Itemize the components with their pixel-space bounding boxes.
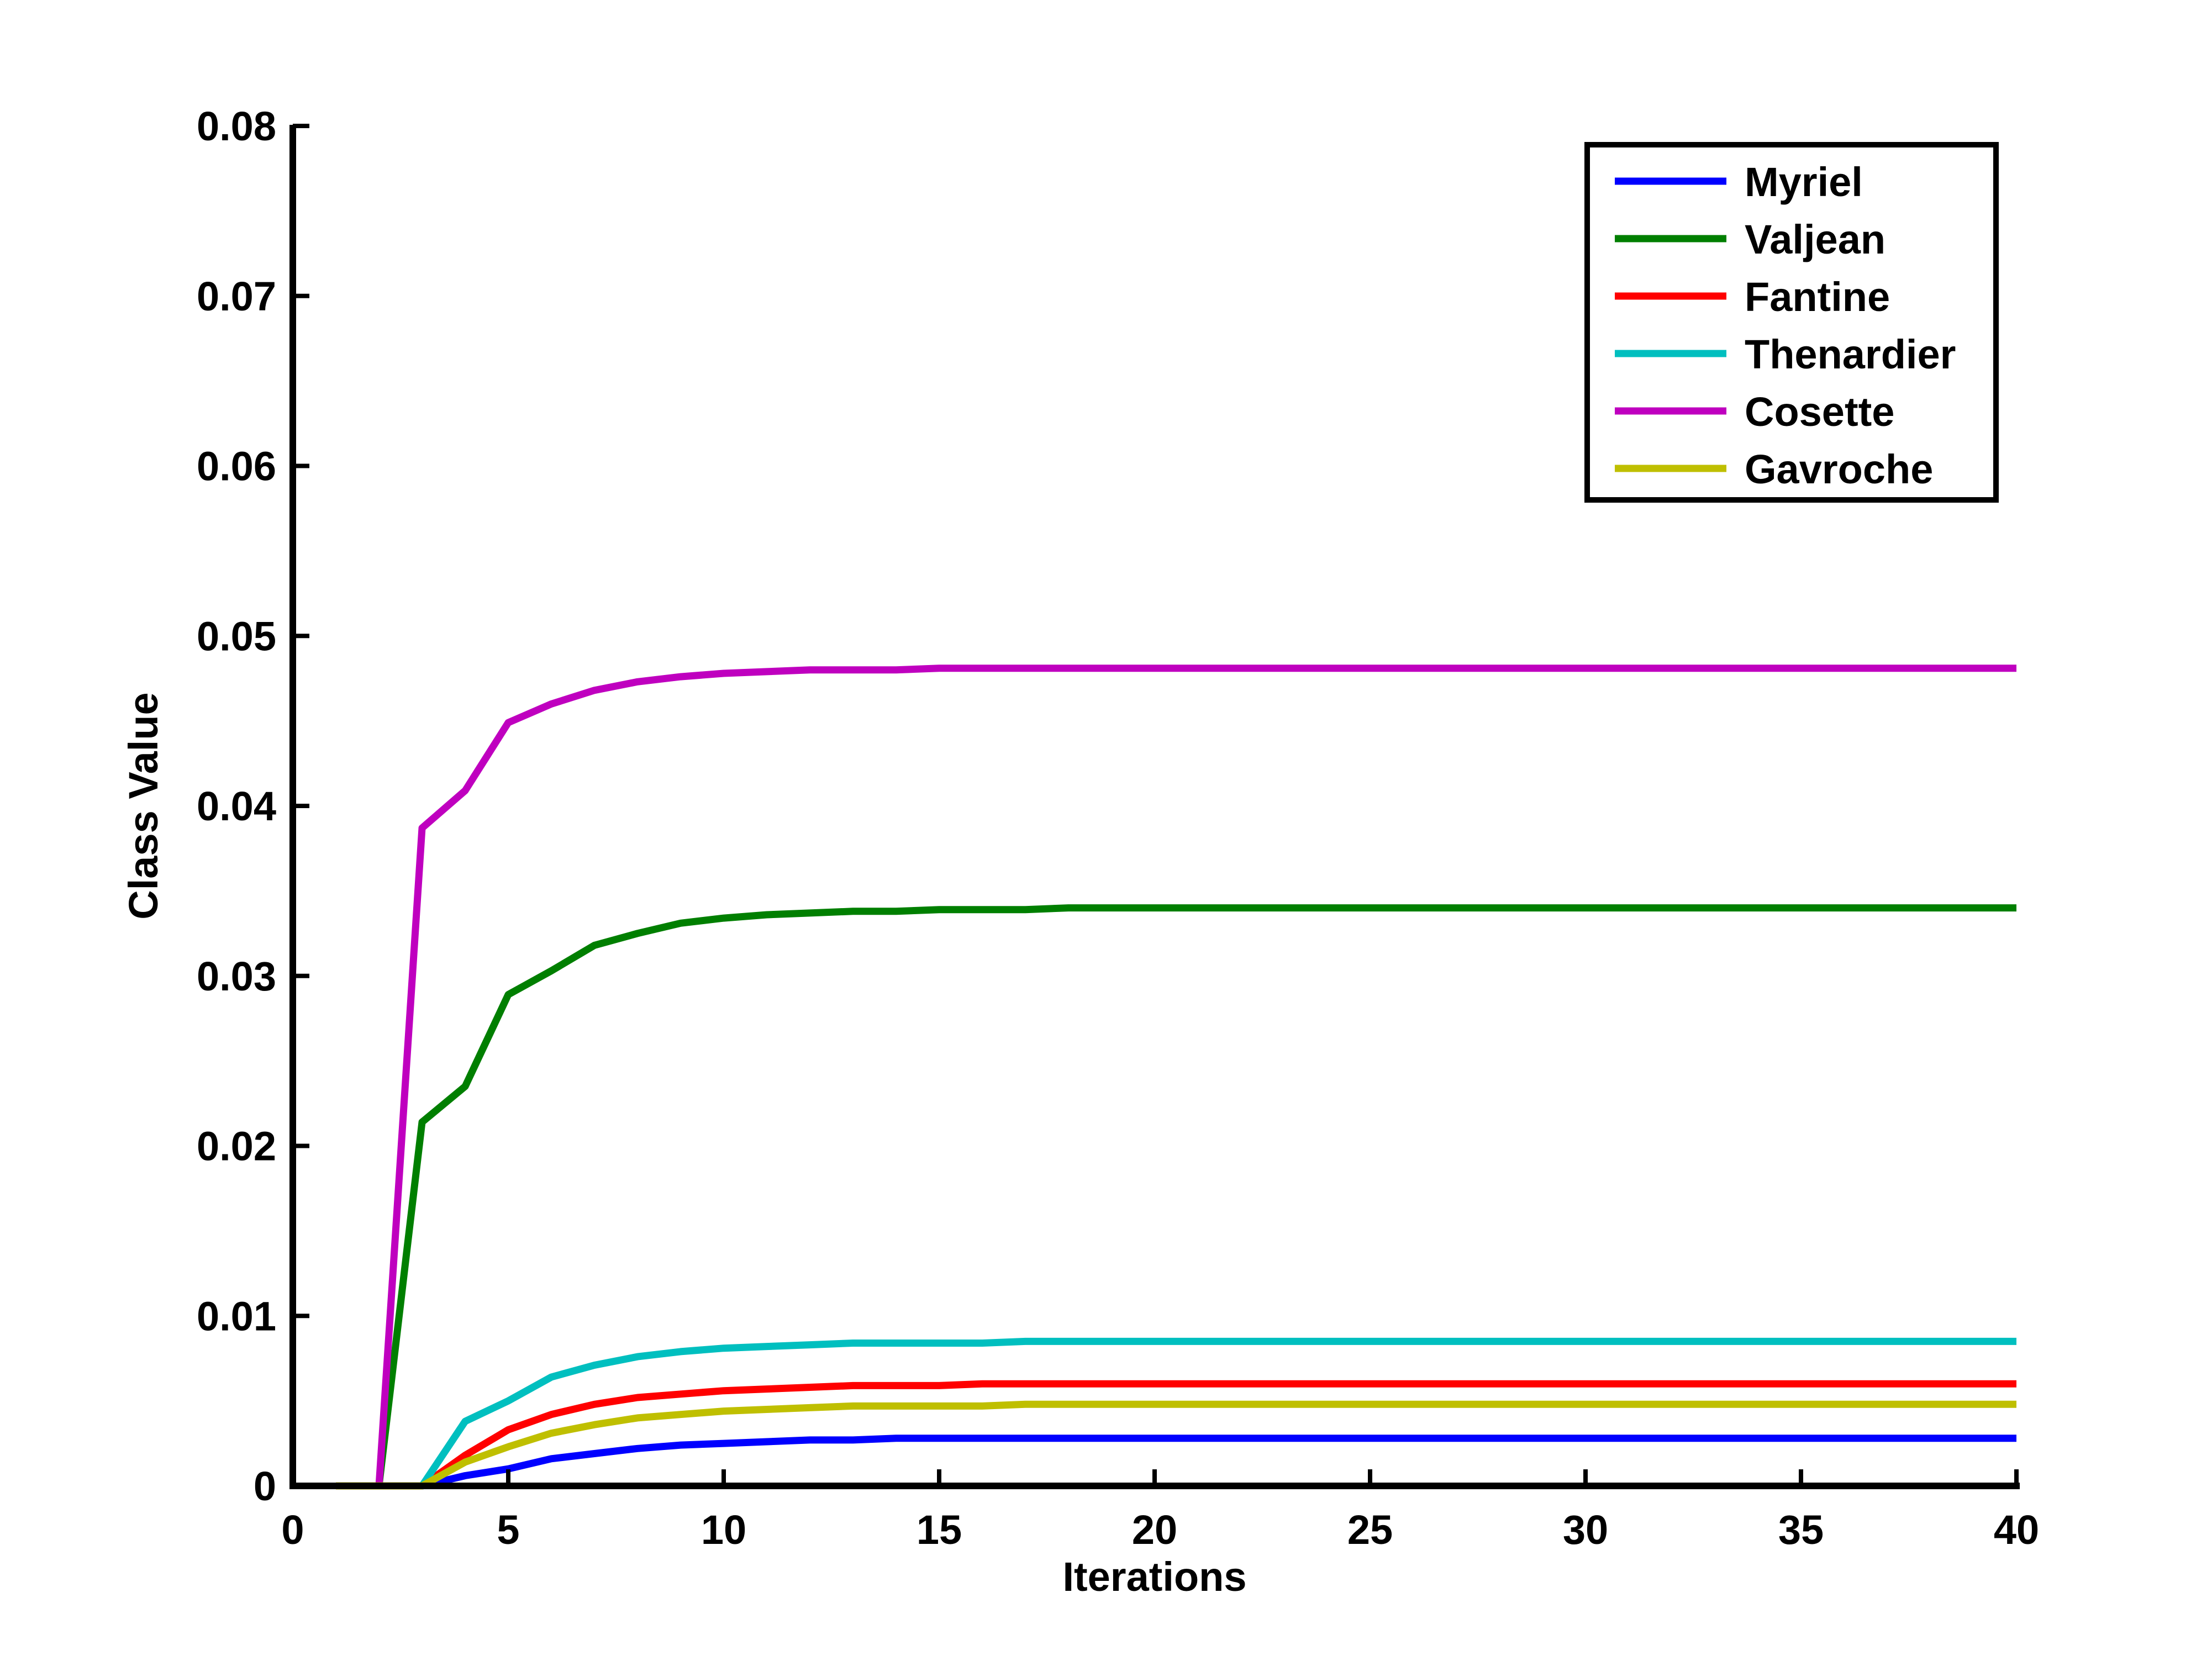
series-line-valjean bbox=[336, 904, 2016, 1490]
x-tick-label: 30 bbox=[1563, 1507, 1608, 1553]
y-tick-label: 0.03 bbox=[197, 953, 276, 999]
series-line-thenardier bbox=[336, 1337, 2016, 1490]
y-tick-label: 0.06 bbox=[197, 444, 276, 489]
series-line-fantine bbox=[336, 1380, 2016, 1490]
y-tick-label: 0.04 bbox=[197, 783, 276, 829]
legend: Myriel Valjean Fantine Thenardier Cosette Gav… bbox=[1584, 142, 1999, 503]
series-line-cosette bbox=[336, 665, 2016, 1490]
series-line-gavroche bbox=[336, 1400, 2016, 1490]
legend-label-thenardier: Thenardier bbox=[1745, 331, 1956, 377]
legend-label-gavroche: Gavroche bbox=[1745, 446, 1933, 492]
x-tick-label: 20 bbox=[1132, 1507, 1177, 1553]
y-tick-label: 0.07 bbox=[197, 273, 276, 319]
legend-label-fantine: Fantine bbox=[1745, 274, 1890, 320]
y-tick-label: 0.02 bbox=[197, 1124, 276, 1169]
x-tick-label: 15 bbox=[917, 1507, 962, 1553]
x-tick-label: 5 bbox=[497, 1507, 519, 1553]
y-tick-label: 0.05 bbox=[197, 613, 276, 659]
legend-box bbox=[1584, 142, 1999, 503]
x-tick-label: 0 bbox=[281, 1507, 304, 1553]
x-tick-label: 10 bbox=[701, 1507, 746, 1553]
series-layer bbox=[336, 665, 2016, 1490]
x-tick-label: 35 bbox=[1778, 1507, 1824, 1553]
y-axis-label: Class Value bbox=[120, 692, 166, 919]
y-tick-label: 0 bbox=[254, 1463, 276, 1509]
y-tick-label: 0.08 bbox=[197, 103, 276, 149]
legend-label-valjean: Valjean bbox=[1745, 217, 1886, 262]
series-line-myriel bbox=[336, 1435, 2016, 1490]
x-tick-label: 40 bbox=[1994, 1507, 2039, 1553]
y-tick-label: 0.01 bbox=[197, 1293, 276, 1339]
x-tick-label: 25 bbox=[1347, 1507, 1393, 1553]
legend-label-myriel: Myriel bbox=[1745, 159, 1863, 205]
axes-layer: 0 5 10 15 20 25 30 35 40 0 0.01 0.02 0.03 0.04 0.05 0.0… bbox=[197, 103, 2039, 1553]
legend-label-cosette: Cosette bbox=[1745, 389, 1894, 435]
x-axis-label: Iterations bbox=[1062, 1554, 1246, 1600]
